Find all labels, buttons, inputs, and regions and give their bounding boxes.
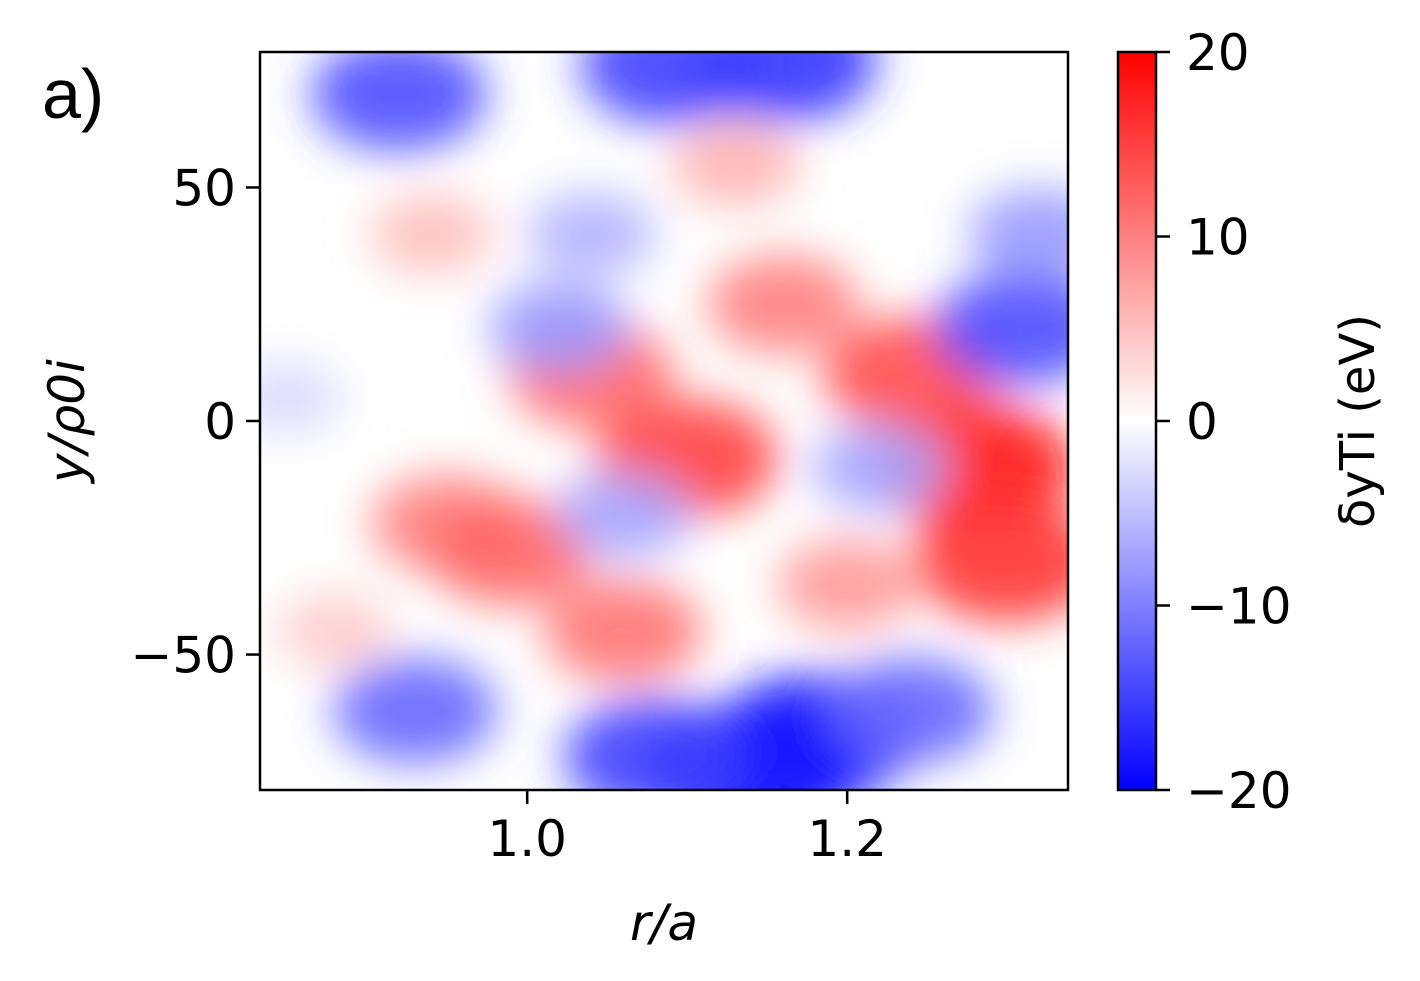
heatmap-feature	[277, 593, 394, 669]
heatmap-feature	[370, 194, 493, 274]
colorbar-tick-label: −20	[1186, 762, 1292, 820]
x-tick-label: 1.2	[807, 810, 887, 868]
panel-label: a)	[42, 55, 104, 133]
heatmap-feature	[707, 254, 860, 354]
colorbar-tick-label: 0	[1186, 393, 1218, 451]
heatmap-feature	[260, 361, 343, 434]
heatmap-feature	[812, 424, 947, 512]
heatmap-feature	[564, 698, 747, 790]
colorbar-tick-label: −10	[1186, 578, 1292, 636]
heatmap-feature	[527, 192, 656, 276]
heatmap-feature	[311, 52, 488, 152]
colorbar-gradient	[1116, 50, 1158, 792]
heatmap-feature	[935, 270, 1068, 385]
heatmap-field	[260, 52, 1068, 790]
heatmap-feature	[489, 281, 630, 374]
heatmap-feature	[333, 657, 498, 764]
colorbar-tick-label: 20	[1186, 24, 1250, 82]
y-tick-label: 50	[172, 159, 236, 217]
y-axis-ticks: 50 0 −50	[130, 159, 260, 685]
heatmap-feature	[671, 122, 800, 206]
y-axis-title: y/ρ0i	[38, 359, 96, 485]
heatmap-feature	[544, 579, 703, 683]
heatmap-feature	[777, 538, 918, 631]
heatmap-feature	[429, 498, 594, 606]
y-tick-label: 0	[204, 393, 236, 451]
heatmap-feature	[556, 470, 691, 559]
heatmap-feature	[829, 657, 994, 764]
heatmap-feature	[580, 52, 763, 126]
heatmap-feature	[913, 499, 1068, 623]
colorbar-ticks: 20 10 0 −10 −20	[1156, 24, 1292, 820]
colorbar: 20 10 0 −10 −20	[1116, 24, 1292, 820]
heatmap-plot: 1.0 1.2 50 0 −50	[130, 50, 1070, 868]
x-tick-label: 1.0	[487, 810, 567, 868]
colorbar-title: δyTi (eV)	[1330, 314, 1386, 528]
x-axis-title: r/a	[630, 894, 698, 952]
colorbar-tick-label: 10	[1186, 209, 1250, 267]
x-axis-ticks: 1.0 1.2	[487, 790, 887, 868]
y-tick-label: −50	[130, 627, 236, 685]
heatmap-feature	[969, 188, 1068, 280]
